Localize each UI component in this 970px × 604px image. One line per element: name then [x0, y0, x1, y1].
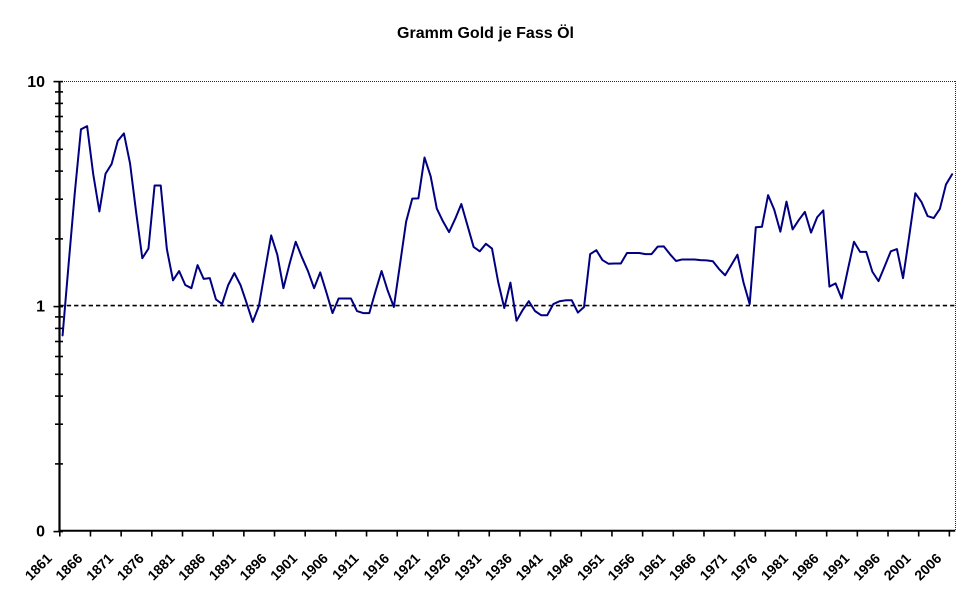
svg-text:1: 1	[36, 299, 45, 316]
svg-text:Gramm Gold je Fass Öl: Gramm Gold je Fass Öl	[397, 23, 574, 42]
svg-text:0: 0	[36, 524, 45, 541]
svg-text:10: 10	[27, 74, 45, 91]
